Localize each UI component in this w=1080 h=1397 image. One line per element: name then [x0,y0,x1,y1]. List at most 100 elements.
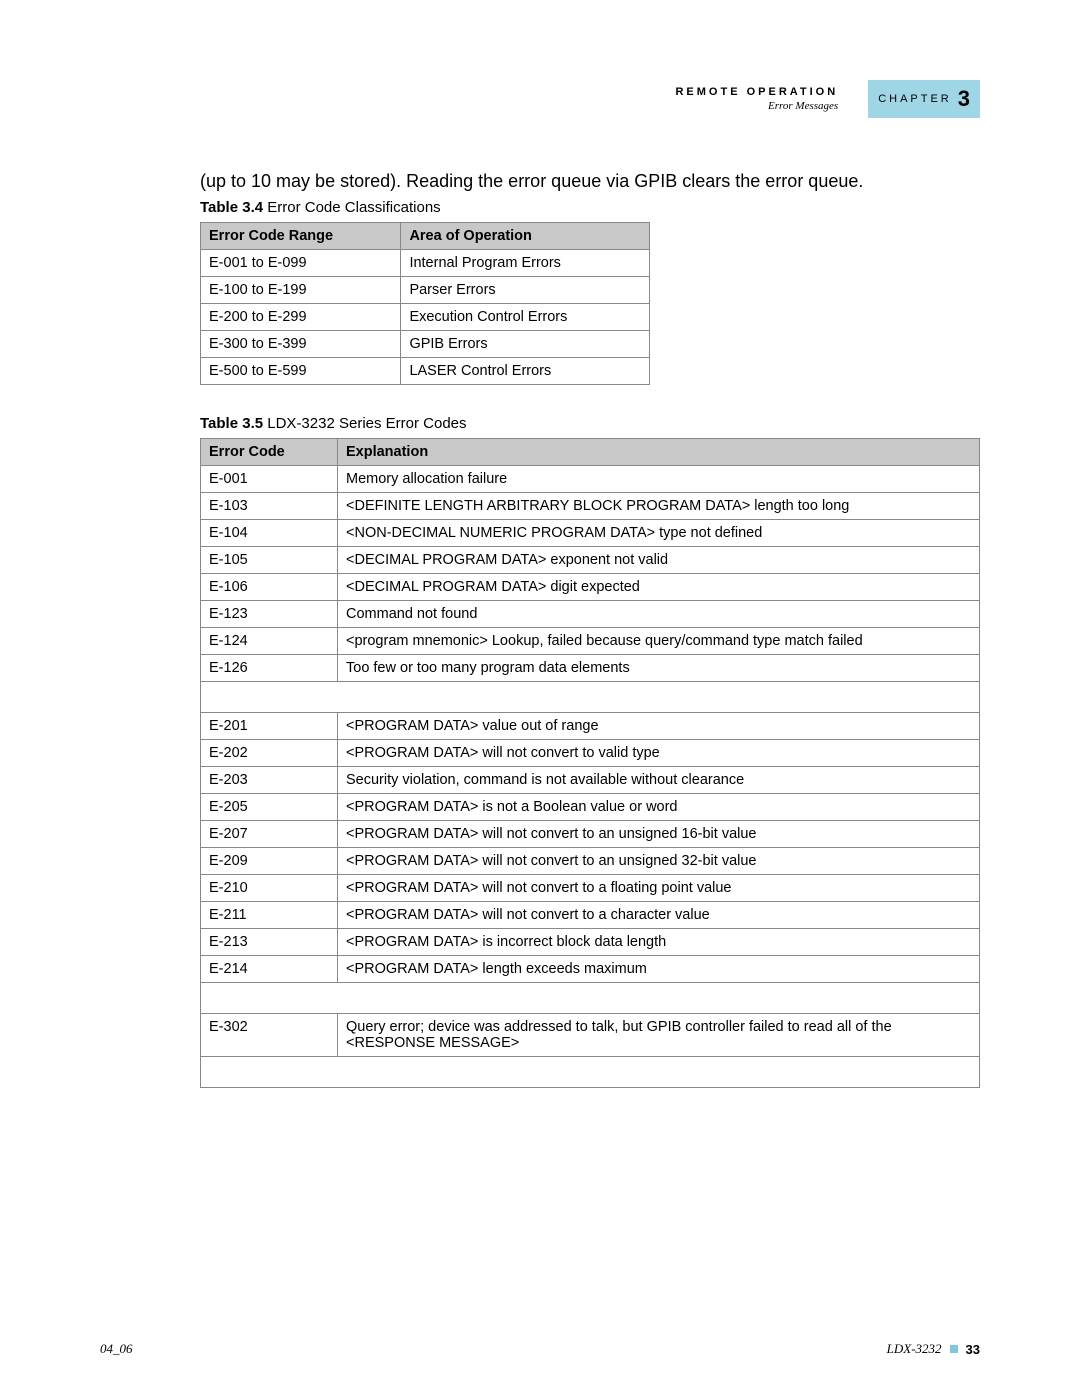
table-cell: E-205 [201,794,338,821]
table-cell: E-100 to E-199 [201,277,401,304]
table-cell: E-201 [201,713,338,740]
col-header: Explanation [338,439,980,466]
footer-right: LDX-3232 33 [887,1341,980,1357]
table-cell: E-213 [201,929,338,956]
footer-model: LDX-3232 [887,1341,942,1357]
chapter-number: 3 [958,86,970,112]
footer-left: 04_06 [100,1341,133,1357]
table-cell: E-001 [201,466,338,493]
table-cell: <PROGRAM DATA> will not convert to a cha… [338,902,980,929]
header-text: REMOTE OPERATION Error Messages [675,86,838,112]
table-cell [201,983,980,1014]
table-row: E-211<PROGRAM DATA> will not convert to … [201,902,980,929]
table-cell: E-214 [201,956,338,983]
table-cell: E-302 [201,1014,338,1057]
col-header: Error Code Range [201,223,401,250]
table-cell: <NON-DECIMAL NUMERIC PROGRAM DATA> type … [338,520,980,547]
table-row: E-210<PROGRAM DATA> will not convert to … [201,875,980,902]
table-cell: Security violation, command is not avail… [338,767,980,794]
table2-caption: Table 3.5 LDX-3232 Series Error Codes [200,415,980,432]
table-cell: Internal Program Errors [401,250,650,277]
page-footer: 04_06 LDX-3232 33 [100,1341,980,1357]
table-row: E-105<DECIMAL PROGRAM DATA> exponent not… [201,547,980,574]
table-cell: <program mnemonic> Lookup, failed becaus… [338,628,980,655]
table-cell: E-500 to E-599 [201,358,401,385]
table-header-row: Error Code Explanation [201,439,980,466]
table-cell: E-203 [201,767,338,794]
section-title: REMOTE OPERATION [675,86,838,98]
table-cell: E-123 [201,601,338,628]
table-cell: E-104 [201,520,338,547]
table-row: E-201<PROGRAM DATA> value out of range [201,713,980,740]
table-cell: <DEFINITE LENGTH ARBITRARY BLOCK PROGRAM… [338,493,980,520]
table-row: E-202<PROGRAM DATA> will not convert to … [201,740,980,767]
table-row: E-126Too few or too many program data el… [201,655,980,682]
table-cell: E-103 [201,493,338,520]
table-row: E-104<NON-DECIMAL NUMERIC PROGRAM DATA> … [201,520,980,547]
table-cell: Execution Control Errors [401,304,650,331]
chapter-badge: CHAPTER 3 [868,80,980,118]
table-row [201,1057,980,1088]
table-row: E-302Query error; device was addressed t… [201,1014,980,1057]
table-row: E-001Memory allocation failure [201,466,980,493]
table-cell: E-126 [201,655,338,682]
table-cell: Parser Errors [401,277,650,304]
table-cell: E-202 [201,740,338,767]
table-cell: <PROGRAM DATA> will not convert to valid… [338,740,980,767]
table-cell: LASER Control Errors [401,358,650,385]
table-cell: <PROGRAM DATA> is incorrect block data l… [338,929,980,956]
table-row [201,682,980,713]
table-cell: E-200 to E-299 [201,304,401,331]
table-row: E-123Command not found [201,601,980,628]
table1-caption-bold: Table 3.4 [200,199,263,216]
table-cell: <PROGRAM DATA> will not convert to an un… [338,821,980,848]
table-row: E-300 to E-399GPIB Errors [201,331,650,358]
table-row: E-213<PROGRAM DATA> is incorrect block d… [201,929,980,956]
table2-caption-rest: LDX-3232 Series Error Codes [263,415,466,432]
table-row: E-207<PROGRAM DATA> will not convert to … [201,821,980,848]
table-cell: Memory allocation failure [338,466,980,493]
table-row: E-205<PROGRAM DATA> is not a Boolean val… [201,794,980,821]
table-cell: E-105 [201,547,338,574]
table-cell: E-211 [201,902,338,929]
table-cell [201,682,980,713]
chapter-label: CHAPTER [878,93,952,105]
table-row: E-500 to E-599LASER Control Errors [201,358,650,385]
table-row: E-200 to E-299Execution Control Errors [201,304,650,331]
table-cell: E-207 [201,821,338,848]
table-row: E-100 to E-199Parser Errors [201,277,650,304]
table-cell: Too few or too many program data element… [338,655,980,682]
col-header: Error Code [201,439,338,466]
table-row: E-106<DECIMAL PROGRAM DATA> digit expect… [201,574,980,601]
table1-caption: Table 3.4 Error Code Classifications [200,199,980,216]
table-row: E-124<program mnemonic> Lookup, failed b… [201,628,980,655]
table-cell: E-001 to E-099 [201,250,401,277]
page-header: REMOTE OPERATION Error Messages CHAPTER … [675,80,980,118]
table-cell: E-124 [201,628,338,655]
table-cell [201,1057,980,1088]
table-cell: <PROGRAM DATA> length exceeds maximum [338,956,980,983]
table-cell: <PROGRAM DATA> will not convert to a flo… [338,875,980,902]
table-row: E-209<PROGRAM DATA> will not convert to … [201,848,980,875]
table-cell: <DECIMAL PROGRAM DATA> digit expected [338,574,980,601]
table1-caption-rest: Error Code Classifications [263,199,441,216]
table-cell: <DECIMAL PROGRAM DATA> exponent not vali… [338,547,980,574]
table-header-row: Error Code Range Area of Operation [201,223,650,250]
table-row: E-103<DEFINITE LENGTH ARBITRARY BLOCK PR… [201,493,980,520]
table-cell: E-210 [201,875,338,902]
table-cell: Command not found [338,601,980,628]
table-cell: <PROGRAM DATA> is not a Boolean value or… [338,794,980,821]
table-cell: E-300 to E-399 [201,331,401,358]
table-row: E-203Security violation, command is not … [201,767,980,794]
error-codes-table: Error Code Explanation E-001Memory alloc… [200,438,980,1088]
table-cell: Query error; device was addressed to tal… [338,1014,980,1057]
section-subtitle: Error Messages [675,100,838,112]
table-row [201,983,980,1014]
page-number: 33 [966,1342,980,1357]
error-classification-table: Error Code Range Area of Operation E-001… [200,222,650,385]
intro-paragraph: (up to 10 may be stored). Reading the er… [200,170,980,193]
table-cell: GPIB Errors [401,331,650,358]
table-cell: <PROGRAM DATA> will not convert to an un… [338,848,980,875]
table-cell: <PROGRAM DATA> value out of range [338,713,980,740]
table-cell: E-106 [201,574,338,601]
